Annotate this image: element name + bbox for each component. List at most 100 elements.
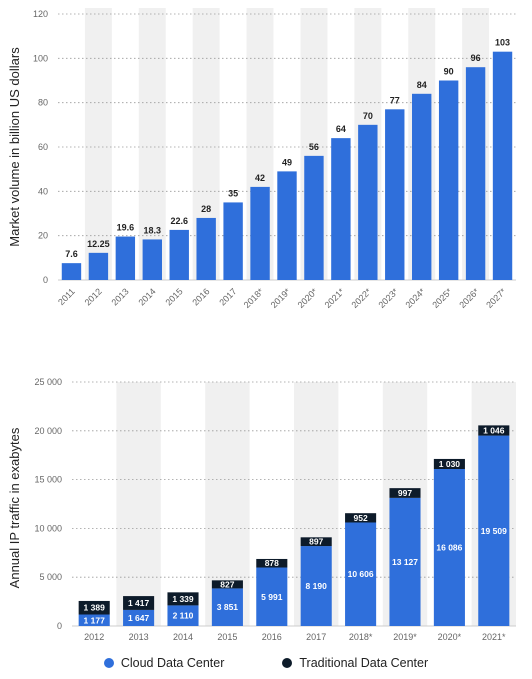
x-tick-label: 2012 <box>84 632 104 642</box>
bar <box>358 124 378 280</box>
data-label: 49 <box>282 157 292 167</box>
legend-item-cloud[interactable]: Cloud Data Center <box>103 656 225 670</box>
data-label-cloud: 1 177 <box>84 615 106 625</box>
data-label-cloud: 13 127 <box>392 557 418 567</box>
bar-traditional <box>123 596 155 610</box>
legend-label-cloud: Cloud Data Center <box>120 656 225 670</box>
y-tick-label: 10 000 <box>34 523 62 533</box>
y-tick-label: 0 <box>57 621 62 631</box>
data-label: 56 <box>309 142 319 152</box>
data-label: 35 <box>228 188 238 198</box>
bar <box>223 202 243 280</box>
bar <box>169 229 189 280</box>
x-tick-label: 2021* <box>482 632 506 642</box>
band-3 <box>138 8 166 280</box>
y-axis-label: Market volume in billion US dollars <box>7 47 22 247</box>
data-label-traditional: 1 046 <box>483 425 505 435</box>
bar-cloud <box>389 497 421 626</box>
data-label: 12.25 <box>87 239 110 249</box>
data-label: 28 <box>201 204 211 214</box>
data-label-traditional: 1 339 <box>172 594 194 604</box>
bar <box>115 236 136 280</box>
x-tick-label: 2016 <box>262 632 282 642</box>
x-tick-label: 2017 <box>306 632 326 642</box>
data-label-cloud: 8 190 <box>306 581 328 591</box>
data-label-traditional: 1 030 <box>439 459 461 469</box>
bar <box>385 109 405 280</box>
legend-label-traditional: Traditional Data Center <box>299 656 429 670</box>
y-tick-label: 120 <box>33 9 48 19</box>
bar-cloud <box>433 469 465 626</box>
bar-cloud <box>167 605 199 626</box>
bar <box>331 138 351 280</box>
bar <box>142 239 162 280</box>
band-1 <box>84 8 112 280</box>
bar-cloud <box>300 546 332 626</box>
y-axis-label: Annual IP traffic in exabytes <box>7 427 22 588</box>
data-label: 103 <box>495 38 510 48</box>
y-tick-label: 25 000 <box>34 377 62 387</box>
data-label-cloud: 3 851 <box>217 602 239 612</box>
data-label-cloud: 1 647 <box>128 613 150 623</box>
data-label-cloud: 2 110 <box>173 611 194 621</box>
bar <box>196 217 216 280</box>
bar-traditional <box>389 488 421 498</box>
data-label: 22.6 <box>170 216 188 226</box>
data-label-traditional: 997 <box>398 488 412 498</box>
bar <box>438 80 459 280</box>
y-tick-label: 100 <box>33 53 48 63</box>
data-label-traditional: 878 <box>265 558 279 568</box>
data-label-traditional: 952 <box>354 513 368 523</box>
y-tick-label: 80 <box>38 98 48 108</box>
legend-swatch-traditional <box>282 658 293 668</box>
bar <box>465 67 486 280</box>
y-tick-label: 40 <box>38 186 48 196</box>
bar <box>412 93 432 280</box>
x-tick-label: 2020* <box>438 632 462 642</box>
y-tick-label: 15 000 <box>34 475 62 485</box>
y-tick-label: 5 000 <box>39 572 62 582</box>
data-label-traditional: 1 389 <box>84 603 106 613</box>
band-1 <box>116 382 161 626</box>
x-tick-label: 2019* <box>393 632 417 642</box>
data-label: 7.6 <box>65 249 78 259</box>
bar-cloud <box>256 567 288 626</box>
x-tick-label: 2015 <box>217 632 237 642</box>
y-tick-label: 20 000 <box>34 426 62 436</box>
bar <box>277 171 297 280</box>
x-tick-label: 2018* <box>349 632 373 642</box>
bar-traditional <box>433 458 465 470</box>
bar <box>88 252 109 280</box>
legend: Cloud Data Center Traditional Data Cente… <box>0 656 532 670</box>
data-label: 96 <box>471 53 481 63</box>
bar-traditional <box>211 580 243 589</box>
y-tick-label: 20 <box>38 231 48 241</box>
bar-cloud <box>78 614 110 626</box>
legend-swatch-cloud <box>103 658 114 668</box>
bar <box>492 51 513 280</box>
bar-cloud <box>123 609 155 626</box>
data-label: 84 <box>417 80 427 90</box>
bar <box>250 186 270 280</box>
legend-item-traditional[interactable]: Traditional Data Center <box>282 656 428 670</box>
bar-traditional <box>478 425 510 436</box>
data-label: 18.3 <box>144 225 162 235</box>
data-label-cloud: 19 509 <box>481 526 507 536</box>
bar-cloud <box>211 588 243 626</box>
data-label: 64 <box>336 124 346 134</box>
data-label-traditional: 827 <box>220 579 234 589</box>
data-label: 90 <box>444 67 454 77</box>
bar-traditional <box>345 513 377 523</box>
bar-cloud <box>345 522 377 626</box>
bar-cloud <box>478 435 510 626</box>
data-label-cloud: 16 086 <box>436 543 462 553</box>
data-label: 42 <box>255 173 265 183</box>
data-label: 70 <box>363 111 373 121</box>
data-label: 77 <box>390 95 400 105</box>
y-tick-label: 0 <box>43 275 48 285</box>
bar-traditional <box>78 600 110 615</box>
bar <box>304 155 324 280</box>
data-label-cloud: 5 991 <box>261 592 283 602</box>
